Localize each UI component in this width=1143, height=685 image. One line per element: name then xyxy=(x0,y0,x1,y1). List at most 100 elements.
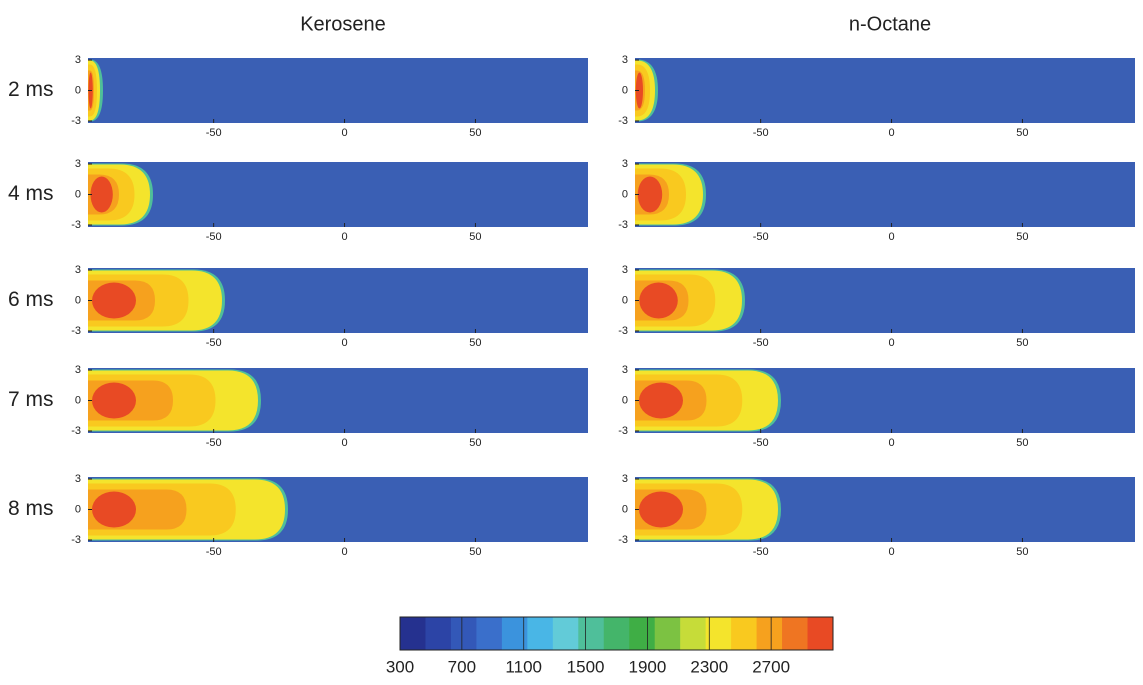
y-tick-label: -3 xyxy=(71,325,81,337)
colorbar-tick-label: 700 xyxy=(448,657,476,676)
y-tick-label: 3 xyxy=(622,364,628,376)
x-tick-label: 0 xyxy=(888,127,894,139)
colorbar-level xyxy=(425,617,452,650)
flame xyxy=(635,478,781,541)
x-tick-label: 50 xyxy=(469,437,481,449)
flame-core xyxy=(92,382,136,419)
flame xyxy=(635,59,658,122)
colorbar-level xyxy=(782,617,809,650)
x-tick-label: 50 xyxy=(469,337,481,349)
y-tick-label: 3 xyxy=(75,364,81,376)
y-tick-label: -3 xyxy=(71,219,81,231)
x-tick-label: 0 xyxy=(341,546,347,558)
y-tick-label: 3 xyxy=(75,54,81,66)
y-tick-label: -3 xyxy=(618,325,628,337)
flame xyxy=(88,478,288,541)
flame-core xyxy=(635,72,644,109)
flame xyxy=(88,269,225,332)
colorbar-level xyxy=(450,617,477,650)
flame-core xyxy=(90,176,113,213)
x-tick-label: 0 xyxy=(341,437,347,449)
y-tick-label: 0 xyxy=(75,503,81,515)
column-title: n-Octane xyxy=(849,13,931,35)
contour-panel xyxy=(635,162,1135,227)
x-tick-label: -50 xyxy=(753,546,769,558)
x-tick-label: 50 xyxy=(1016,546,1028,558)
flame xyxy=(88,163,153,226)
y-tick-label: 3 xyxy=(75,158,81,170)
row-label: 6 ms xyxy=(8,288,54,311)
x-tick-label: 50 xyxy=(1016,337,1028,349)
flame xyxy=(635,163,706,226)
x-tick-label: -50 xyxy=(753,231,769,243)
x-tick-label: 50 xyxy=(1016,231,1028,243)
colorbar-level xyxy=(731,617,758,650)
x-tick-label: -50 xyxy=(206,546,222,558)
x-tick-label: 0 xyxy=(888,337,894,349)
x-tick-label: -50 xyxy=(206,127,222,139)
x-tick-label: -50 xyxy=(753,437,769,449)
x-tick-label: -50 xyxy=(206,337,222,349)
colorbar-tick-label: 2700 xyxy=(752,657,790,676)
y-tick-label: -3 xyxy=(618,534,628,546)
flame-core xyxy=(92,282,136,319)
colorbar-level xyxy=(578,617,605,650)
colorbar-level xyxy=(629,617,656,650)
x-tick-label: -50 xyxy=(753,337,769,349)
y-tick-label: 3 xyxy=(622,473,628,485)
colorbar-tick-label: 1900 xyxy=(629,657,667,676)
y-tick-label: -3 xyxy=(71,534,81,546)
colorbar-level xyxy=(476,617,503,650)
contour-panel xyxy=(88,162,588,227)
flame-core xyxy=(92,491,136,528)
contour-panel xyxy=(88,58,588,123)
colorbar-level xyxy=(680,617,707,650)
y-tick-label: 0 xyxy=(75,294,81,306)
colorbar-tick-label: 2300 xyxy=(690,657,728,676)
flame-core xyxy=(639,382,683,419)
x-tick-label: -50 xyxy=(206,231,222,243)
flame xyxy=(635,369,781,432)
flame xyxy=(635,269,745,332)
row-label: 2 ms xyxy=(8,78,54,101)
colorbar-level xyxy=(400,617,426,650)
colorbar-level xyxy=(756,617,783,650)
flame-core xyxy=(639,282,678,319)
x-tick-label: 50 xyxy=(1016,437,1028,449)
y-tick-label: -3 xyxy=(618,219,628,231)
colorbar-tick-label: 1100 xyxy=(505,657,542,676)
y-tick-label: 0 xyxy=(622,503,628,515)
colorbar-level xyxy=(807,617,834,650)
colorbar-level xyxy=(603,617,630,650)
row-label: 7 ms xyxy=(8,388,54,411)
colorbar-level xyxy=(654,617,681,650)
row-label: 8 ms xyxy=(8,497,54,520)
y-tick-label: -3 xyxy=(71,115,81,127)
column-title: Kerosene xyxy=(300,13,386,35)
colorbar-tick-label: 300 xyxy=(386,657,414,676)
flame xyxy=(88,369,261,432)
y-tick-label: 3 xyxy=(75,264,81,276)
x-tick-label: 50 xyxy=(469,546,481,558)
x-tick-label: 50 xyxy=(469,231,481,243)
x-tick-label: 0 xyxy=(341,337,347,349)
x-tick-label: 50 xyxy=(469,127,481,139)
y-tick-label: 0 xyxy=(622,294,628,306)
x-tick-label: 0 xyxy=(341,127,347,139)
x-tick-label: 0 xyxy=(888,231,894,243)
x-tick-label: 50 xyxy=(1016,127,1028,139)
y-tick-label: 0 xyxy=(622,394,628,406)
colorbar-tick-label: 1500 xyxy=(567,657,605,676)
y-tick-label: 3 xyxy=(75,473,81,485)
x-tick-label: -50 xyxy=(206,437,222,449)
y-tick-label: 3 xyxy=(622,54,628,66)
flame-core xyxy=(637,176,663,213)
contour-panel xyxy=(635,58,1135,123)
y-tick-label: -3 xyxy=(71,425,81,437)
colorbar-level xyxy=(705,617,732,650)
row-label: 4 ms xyxy=(8,182,54,205)
y-tick-label: 0 xyxy=(75,188,81,200)
colorbar-level xyxy=(552,617,579,650)
y-tick-label: 0 xyxy=(75,394,81,406)
